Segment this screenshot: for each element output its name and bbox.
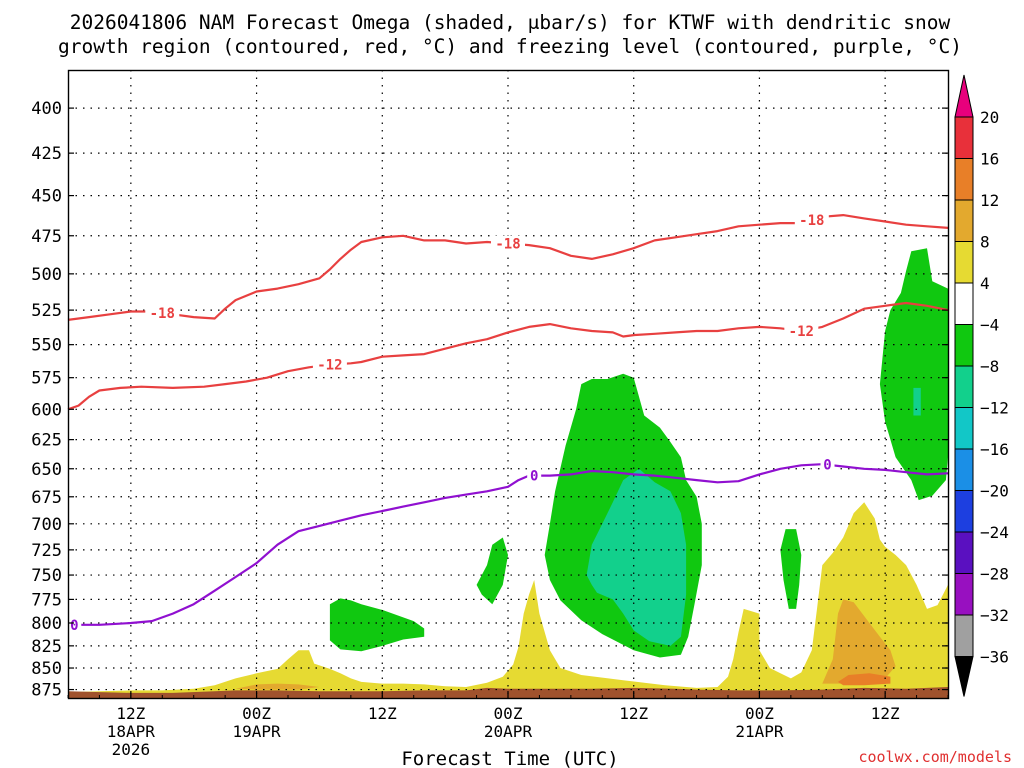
ytick-label-475: 475 — [31, 227, 62, 247]
ytick-label-575: 575 — [31, 369, 62, 389]
xtick-label-6: 12Z — [116, 704, 145, 723]
omega-neg-8-12-spot — [913, 387, 921, 416]
dgz-minus18-label-0: -18 — [150, 306, 175, 322]
dgz-minus12-label-bg-1 — [784, 323, 819, 340]
freezing-level-0-label-1: 0 — [530, 469, 538, 485]
colorbar-swatch-8 — [954, 407, 974, 450]
colorbar-swatch-3 — [954, 199, 974, 242]
freezing-level-0-label-bg-2 — [820, 456, 835, 473]
xtick-label-42: 00Z — [494, 704, 523, 723]
pressure-axis: 400 425 450 475 500 525 550 575 600 625 650 675 700 7… — [31, 99, 948, 701]
colorbar-swatch-7 — [954, 365, 974, 408]
xtick-label-66: 00Z — [745, 704, 774, 723]
ytick-label-700: 700 — [31, 515, 62, 535]
ytick-label-400: 400 — [31, 99, 62, 119]
x-axis-title: Forecast Time (UTC) — [401, 748, 618, 768]
dgz-minus18-label-bg-0 — [145, 304, 180, 321]
omega-neg-4-8-band2 — [476, 537, 508, 605]
chart-title-line2: growth region (contoured, red, °C) and f… — [58, 35, 962, 58]
xtick-label-30: 12Z — [368, 704, 397, 723]
colorbar-label-2: 12 — [980, 191, 999, 210]
dgz-minus18-label-2: -18 — [799, 213, 824, 229]
chart-gridlines — [68, 70, 948, 698]
colorbar-swatch-10 — [954, 490, 974, 533]
xtick-label-54: 12Z — [619, 704, 648, 723]
dgz-minus12-label-0: -12 — [317, 358, 342, 374]
xtick-date-42: 20APR — [484, 722, 533, 741]
colorbar-swatch-bottom — [954, 656, 974, 697]
ytick-label-425: 425 — [31, 144, 62, 164]
dgz-minus18-line — [67, 214, 949, 321]
omega-neg-4-8-band1 — [329, 598, 425, 652]
colorbar-label-7: −12 — [980, 399, 1009, 418]
colorbar-label-12: −32 — [980, 606, 1009, 625]
ytick-label-825: 825 — [31, 637, 62, 657]
colorbar-label-0: 20 — [980, 108, 999, 127]
colorbar-label-3: 8 — [980, 233, 990, 252]
ytick-label-650: 650 — [31, 460, 62, 480]
colorbar-swatch-13 — [954, 614, 974, 657]
colorbar-swatch-9 — [954, 448, 974, 491]
xtick-date-18: 19APR — [232, 722, 281, 741]
colorbar-swatch-4 — [954, 241, 974, 284]
dgz-minus12-label-1: -12 — [789, 324, 814, 340]
omega-shading — [68, 248, 948, 698]
ytick-label-600: 600 — [31, 400, 62, 420]
colorbar-swatch-6 — [954, 324, 974, 367]
ytick-label-450: 450 — [31, 187, 62, 207]
colorbar-swatch-11 — [954, 531, 974, 574]
colorbar-label-9: −20 — [980, 482, 1009, 501]
freezing-level-0-label-bg-0 — [67, 616, 82, 633]
dgz-minus18-label-bg-1 — [491, 235, 525, 252]
xtick-label-78: 12Z — [871, 704, 900, 723]
ytick-label-675: 675 — [31, 488, 62, 508]
ytick-label-625: 625 — [31, 431, 62, 451]
colorbar-swatch-1 — [954, 116, 974, 159]
colorbar-swatch-12 — [954, 573, 974, 616]
xtick-date-66: 21APR — [735, 722, 784, 741]
colorbar-legend: 20 16 12 8 4 −4 −8 −12 −16 −20 −24 −28 −32 −36 — [954, 74, 1009, 697]
colorbar-label-11: −28 — [980, 565, 1009, 584]
omega-neg-4-8-band4 — [780, 529, 802, 609]
dgz-minus18-label-1: -18 — [495, 237, 520, 253]
omega-neg-8-12-core — [586, 468, 687, 646]
freezing-level-0-label-0: 0 — [70, 618, 78, 634]
ytick-label-525: 525 — [31, 301, 62, 321]
omega-neg-4-8-band5 — [879, 248, 948, 501]
omega-pos-12-16-spot — [838, 673, 891, 686]
omega-pos-8-12-area — [822, 599, 896, 684]
colorbar-swatch-5 — [954, 282, 974, 325]
colorbar-label-8: −16 — [980, 440, 1009, 459]
freezing-level-0-label-2: 0 — [823, 458, 831, 474]
xtick-label-18: 00Z — [242, 704, 271, 723]
dgz-minus12-label-bg-0 — [312, 356, 347, 373]
ytick-label-875: 875 — [31, 681, 62, 701]
ytick-label-775: 775 — [31, 590, 62, 610]
freezing-level-0-label-bg-1 — [527, 467, 542, 484]
colorbar-swatch-2 — [954, 158, 974, 201]
freezing-level-0-line — [68, 463, 949, 626]
colorbar-label-1: 16 — [980, 150, 999, 169]
dgz-minus18-label-bg-2 — [794, 211, 829, 228]
colorbar-label-13: −36 — [980, 648, 1009, 667]
ytick-label-500: 500 — [31, 265, 62, 285]
xtick-date-6: 18APR — [107, 722, 156, 741]
ytick-label-725: 725 — [31, 541, 62, 561]
colorbar-label-6: −8 — [980, 357, 999, 376]
credit-text[interactable]: coolwx.com/models — [858, 748, 1012, 766]
plot-frame — [67, 69, 950, 700]
chart-contours: -18 -18 -18 -12 -12 0 0 0 — [67, 211, 949, 634]
colorbar-label-5: −4 — [980, 316, 999, 335]
ytick-label-850: 850 — [31, 659, 62, 679]
ytick-label-550: 550 — [31, 336, 62, 356]
xtick-year-6: 2026 — [112, 740, 151, 759]
colorbar-swatch-top — [954, 74, 974, 118]
ytick-label-750: 750 — [31, 566, 62, 586]
ytick-label-800: 800 — [31, 614, 62, 634]
colorbar-label-4: 4 — [980, 274, 990, 293]
chart-title-line1: 2026041806 NAM Forecast Omega (shaded, μ… — [70, 11, 951, 34]
colorbar-label-10: −24 — [980, 523, 1009, 542]
